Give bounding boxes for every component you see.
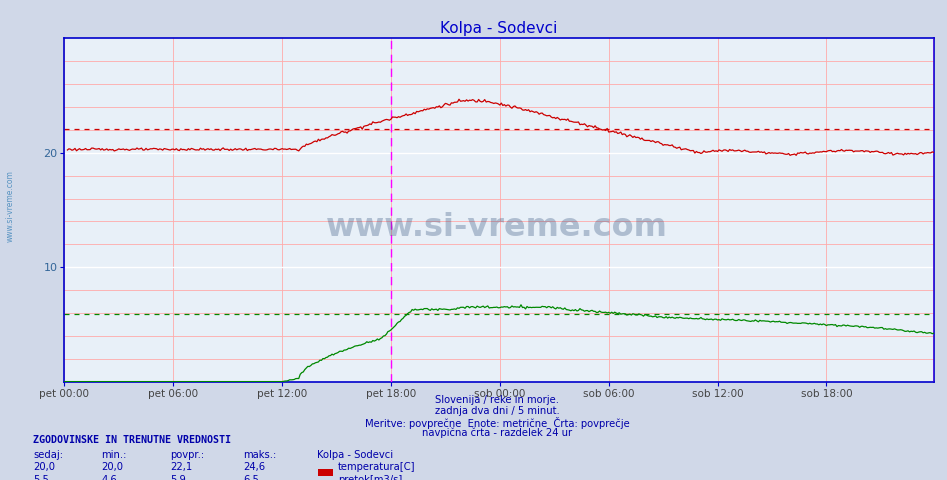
Text: 22,1: 22,1 <box>170 462 192 472</box>
Text: pretok[m3/s]: pretok[m3/s] <box>338 475 402 480</box>
Text: Meritve: povprečne  Enote: metrične  Črta: povprečje: Meritve: povprečne Enote: metrične Črta:… <box>365 417 630 429</box>
Text: 20,0: 20,0 <box>33 462 55 472</box>
Text: 5,9: 5,9 <box>170 475 187 480</box>
Text: 24,6: 24,6 <box>243 462 265 472</box>
Text: maks.:: maks.: <box>243 450 277 460</box>
Text: zadnja dva dni / 5 minut.: zadnja dva dni / 5 minut. <box>435 406 560 416</box>
Text: Slovenija / reke in morje.: Slovenija / reke in morje. <box>436 395 559 405</box>
Title: Kolpa - Sodevci: Kolpa - Sodevci <box>440 21 558 36</box>
Text: 5,5: 5,5 <box>33 475 49 480</box>
Text: ZGODOVINSKE IN TRENUTNE VREDNOSTI: ZGODOVINSKE IN TRENUTNE VREDNOSTI <box>33 435 231 445</box>
Text: min.:: min.: <box>101 450 127 460</box>
Text: Kolpa - Sodevci: Kolpa - Sodevci <box>317 450 393 460</box>
Text: www.si-vreme.com: www.si-vreme.com <box>6 170 15 242</box>
Text: navpična črta - razdelek 24 ur: navpična črta - razdelek 24 ur <box>422 428 572 438</box>
Text: 4,6: 4,6 <box>101 475 117 480</box>
Text: www.si-vreme.com: www.si-vreme.com <box>326 213 669 243</box>
Text: sedaj:: sedaj: <box>33 450 63 460</box>
Text: povpr.:: povpr.: <box>170 450 205 460</box>
Text: 20,0: 20,0 <box>101 462 123 472</box>
Text: 6,5: 6,5 <box>243 475 259 480</box>
Text: temperatura[C]: temperatura[C] <box>338 462 416 472</box>
